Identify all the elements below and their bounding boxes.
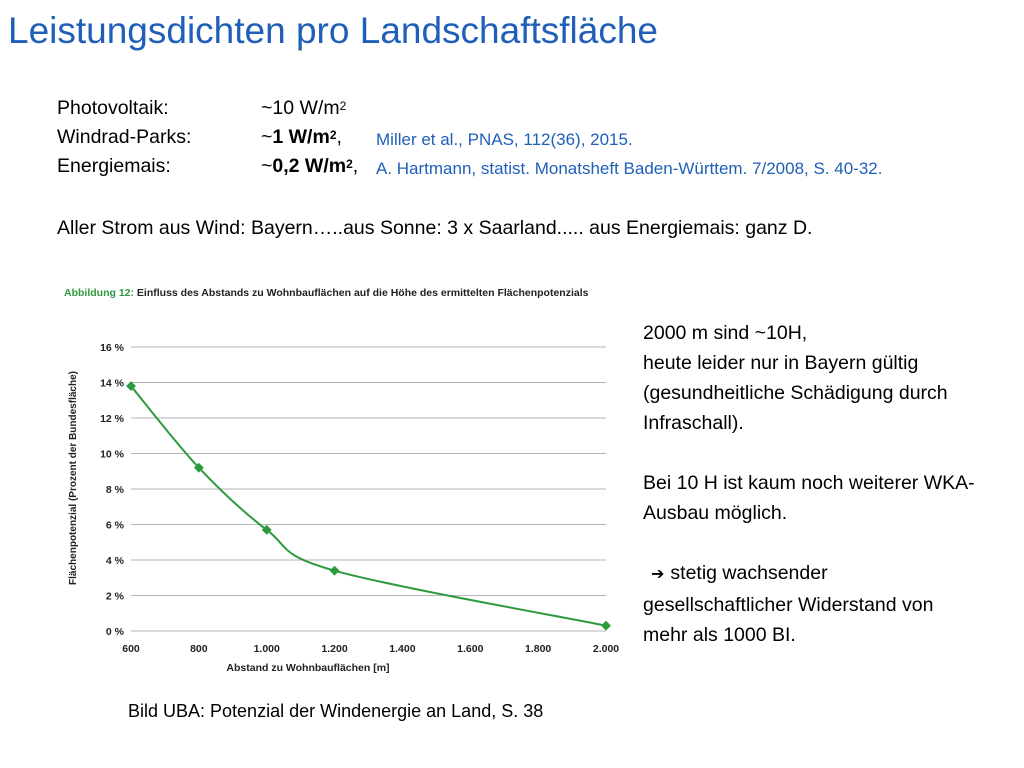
distance-potential-chart: Abbildung 12: Einfluss des Abstands zu W…: [64, 287, 619, 674]
note-line: (gesundheitliche Schädigung durch: [643, 382, 948, 404]
y-tick-label: 12 %: [100, 413, 125, 425]
x-axis-ticks: 600 800 1.000 1.200 1.400 1.600 1.800 2.000: [122, 643, 619, 655]
note-line: gesellschaftlicher Widerstand von: [643, 594, 934, 616]
note-line: Infraschall).: [643, 412, 744, 434]
fact-source: A. Hartmann, statist. Monatsheft Baden-W…: [376, 159, 883, 178]
chart-title: Abbildung 12: Einfluss des Abstands zu W…: [64, 287, 589, 299]
y-tick-label: 14 %: [100, 378, 125, 390]
slide-title: Leistungsdichten pro Landschaftsfläche: [8, 10, 658, 51]
x-tick-label: 1.000: [254, 643, 280, 655]
x-tick-label: 1.400: [389, 643, 415, 655]
side-note: 2000 m sind ~10H, heute leider nur in Ba…: [643, 318, 1013, 650]
x-tick-label: 1.800: [525, 643, 551, 655]
data-point: [329, 565, 340, 576]
y-axis-ticks: 0 % 2 % 4 % 6 % 8 % 10 % 12 % 14 % 16 %: [100, 342, 125, 638]
y-tick-label: 2 %: [106, 591, 125, 603]
fact-value: ~10 W/m2: [261, 97, 347, 119]
y-tick-label: 8 %: [106, 484, 125, 496]
data-point: [601, 620, 611, 631]
fact-source: Miller et al., PNAS, 112(36), 2015.: [376, 130, 633, 149]
arrow-right-icon: ➔: [651, 566, 665, 583]
fact-label: Photovoltaik:: [57, 97, 169, 119]
y-tick-label: 4 %: [106, 555, 125, 567]
note-line: ➔ stetig wachsender: [651, 562, 828, 584]
note-line: Bei 10 H ist kaum noch weiterer WKA-: [643, 472, 975, 494]
y-tick-label: 6 %: [106, 520, 125, 532]
x-tick-label: 2.000: [593, 643, 619, 655]
note-line: mehr als 1000 BI.: [643, 624, 796, 646]
chart-series: [126, 381, 611, 631]
summary-text: Aller Strom aus Wind: Bayern…..aus Sonne…: [57, 217, 813, 239]
series-line: [130, 385, 607, 627]
y-axis-label: Flächenpotenzial (Prozent der Bundesfläc…: [68, 371, 79, 585]
fact-label: Windrad-Parks:: [57, 126, 192, 148]
data-point: [126, 381, 136, 391]
fact-value: ~0,2 W/m2,: [261, 155, 359, 177]
fact-value: ~1 W/m2,: [261, 126, 342, 148]
y-tick-label: 16 %: [100, 342, 125, 354]
chart-gridlines: [131, 346, 606, 632]
note-line: heute leider nur in Bayern gültig: [643, 352, 919, 374]
data-point: [193, 462, 204, 473]
note-line: Ausbau möglich.: [643, 502, 788, 524]
x-tick-label: 1.200: [321, 643, 347, 655]
x-tick-label: 600: [122, 643, 140, 655]
y-tick-label: 0 %: [106, 626, 125, 638]
image-caption: Bild UBA: Potenzial der Windenergie an L…: [128, 701, 544, 721]
x-tick-label: 800: [190, 643, 208, 655]
fact-label: Energiemais:: [57, 155, 171, 177]
x-tick-label: 1.600: [457, 643, 483, 655]
x-axis-label: Abstand zu Wohnbauflächen [m]: [226, 662, 389, 674]
note-line: 2000 m sind ~10H,: [643, 322, 808, 344]
y-tick-label: 10 %: [100, 449, 125, 461]
